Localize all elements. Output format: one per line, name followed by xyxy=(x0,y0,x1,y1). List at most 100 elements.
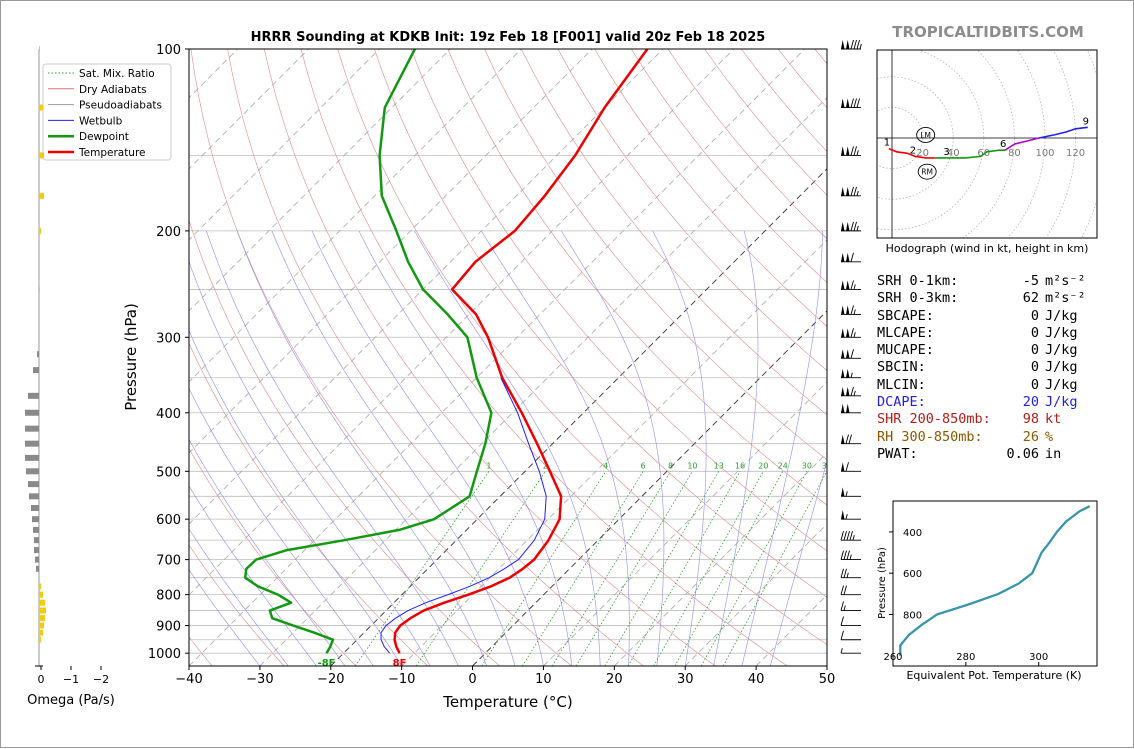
stat-row: SRH 0-3km: 62 m²s⁻² xyxy=(877,290,1107,307)
barb-pennant xyxy=(846,280,850,289)
wind-barb xyxy=(841,487,861,496)
barb-full xyxy=(847,551,850,560)
stat-value: 0 xyxy=(979,342,1039,359)
barb-full xyxy=(846,435,849,444)
omega-bar xyxy=(25,441,39,447)
mixing-ratio-line xyxy=(355,471,489,666)
hodograph-ring-label: 100 xyxy=(1035,148,1054,159)
wind-barb xyxy=(841,305,861,314)
omega-bar xyxy=(39,583,41,589)
barb-full xyxy=(841,569,844,578)
stat-unit: in xyxy=(1045,446,1061,463)
storm-motion-label: LM xyxy=(920,131,931,140)
omega-bar xyxy=(34,547,39,553)
wind-barb xyxy=(841,602,861,611)
dry-adiabat xyxy=(264,49,715,666)
omega-bar xyxy=(33,527,39,533)
stat-label: SRH 0-3km: xyxy=(877,290,958,307)
barb-pennant xyxy=(841,280,845,289)
stat-value: 62 xyxy=(979,290,1039,307)
omega-tick-label: −1 xyxy=(63,673,79,686)
wind-barb xyxy=(841,569,861,578)
barb-pennant xyxy=(841,146,845,155)
barb-pennant xyxy=(841,435,845,444)
mixing-ratio-label: 4 xyxy=(603,461,608,470)
profile-wetbulb xyxy=(381,378,546,654)
pseudoadiabat xyxy=(415,231,601,666)
pseudoadiabat xyxy=(561,231,664,666)
barb-half xyxy=(846,514,847,519)
stat-value: -5 xyxy=(979,273,1039,290)
barb-full xyxy=(851,305,854,314)
barb-half xyxy=(854,391,855,396)
stat-unit: J/kg xyxy=(1045,394,1078,411)
isotherm-line xyxy=(118,49,734,666)
barb-half xyxy=(844,606,845,611)
barb-pennant xyxy=(841,349,845,358)
stat-label: SBCAPE: xyxy=(877,308,934,325)
hodograph-height-label: 2 xyxy=(910,145,916,156)
wind-barb xyxy=(841,99,861,108)
omega-bar xyxy=(28,393,39,399)
barb-full xyxy=(851,99,854,108)
barb-full xyxy=(844,569,847,578)
stat-label: DCAPE: xyxy=(877,394,926,411)
barb-full xyxy=(849,435,852,444)
barb-half xyxy=(860,44,861,49)
theta-e-y-tick-label: 400 xyxy=(903,528,922,539)
hodograph-height-label: 1 xyxy=(884,138,890,149)
y-axis-label: Pressure (hPa) xyxy=(122,303,140,411)
barb-half xyxy=(854,309,855,314)
theta-e-y-tick-label: 600 xyxy=(903,569,922,580)
pseudoadiabat xyxy=(179,231,430,666)
y-tick-label: 400 xyxy=(156,407,181,422)
omega-bar xyxy=(39,608,46,614)
wind-barb xyxy=(841,146,861,155)
stat-unit: m²s⁻² xyxy=(1045,273,1086,290)
omega-bar xyxy=(29,493,39,499)
wind-barb xyxy=(841,404,861,413)
theta-e-plot xyxy=(900,506,1089,656)
hodograph-trace xyxy=(1039,127,1088,138)
wind-barb xyxy=(841,369,861,378)
theta-e-x-tick-label: 300 xyxy=(1029,652,1048,663)
mixing-ratio-line xyxy=(552,471,670,666)
barb-pennant xyxy=(846,369,850,378)
stat-label: PWAT: xyxy=(877,446,918,463)
x-tick-label: −10 xyxy=(388,672,415,687)
x-tick-label: −40 xyxy=(175,672,202,687)
omega-axis-label: Omega (Pa/s) xyxy=(27,693,115,708)
x-tick-label: 20 xyxy=(606,672,623,687)
omega-bar xyxy=(25,455,39,461)
y-tick-label: 500 xyxy=(156,465,181,480)
surface-dewpoint-label: -8F xyxy=(318,658,336,669)
mixing-ratio-line xyxy=(605,471,719,666)
barb-full xyxy=(851,146,854,155)
barb-pennant xyxy=(841,305,845,314)
stat-label: SHR 200-850mb: xyxy=(877,411,991,428)
barb-full xyxy=(841,551,844,560)
omega-bar xyxy=(39,600,45,606)
x-axis-label: Temperature (°C) xyxy=(442,693,572,711)
x-tick-label: −30 xyxy=(246,672,273,687)
stat-unit: m²s⁻² xyxy=(1045,290,1086,307)
stat-value: 0 xyxy=(979,377,1039,394)
omega-bar xyxy=(39,46,40,52)
stat-unit: J/kg xyxy=(1045,342,1078,359)
legend-label: Dewpoint xyxy=(79,131,129,143)
stat-unit: J/kg xyxy=(1045,308,1078,325)
stat-value: 0 xyxy=(979,359,1039,376)
pseudoadiabat xyxy=(770,231,885,666)
wind-barb xyxy=(841,435,861,444)
barb-half xyxy=(857,191,858,196)
omega-bar xyxy=(26,468,39,474)
barb-full xyxy=(854,99,857,108)
theta-e-x-tick-label: 280 xyxy=(956,652,975,663)
barb-full xyxy=(844,551,847,560)
barb-half xyxy=(857,150,858,155)
